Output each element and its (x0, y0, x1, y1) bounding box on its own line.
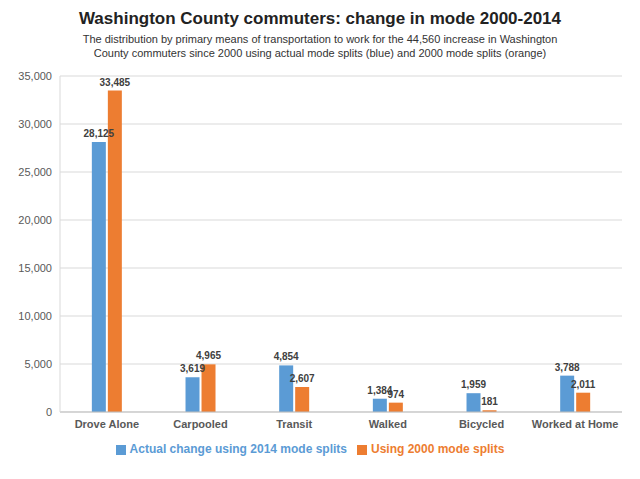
svg-text:35,000: 35,000 (18, 70, 52, 82)
svg-text:5,000: 5,000 (24, 358, 52, 370)
svg-text:30,000: 30,000 (18, 118, 52, 130)
html-text:The distribution by primary me: The distribution by primary means of tra… (82, 33, 558, 59)
svg-text:2,607: 2,607 (290, 373, 315, 384)
svg-text:25,000: 25,000 (18, 166, 52, 178)
svg-text:15,000: 15,000 (18, 262, 52, 274)
svg-text:10,000: 10,000 (18, 310, 52, 322)
svg-text:1,384: 1,384 (367, 384, 393, 396)
svg-text:20,000: 20,000 (18, 214, 52, 226)
html-text:Washington County commuters: c: Washington County commuters: change in m… (79, 9, 561, 28)
html-text:Actual change using 2014 mode: Actual change using 2014 mode splits (129, 442, 347, 456)
svg-text:Carpooled: Carpooled (173, 418, 227, 430)
svg-text:33,485: 33,485 (100, 77, 131, 88)
svg-text:1,959: 1,959 (461, 379, 486, 390)
html-text:Using 2000 mode splits: Using 2000 mode splits (371, 442, 505, 456)
svg-text:Worked at Home: Worked at Home (532, 418, 619, 430)
svg-text:Walked: Walked (369, 418, 407, 430)
svg-text:2,011: 2,011 (571, 379, 596, 390)
svg-text:974: 974 (388, 389, 405, 400)
svg-text:Transit: Transit (276, 418, 312, 430)
svg-text:0: 0 (46, 406, 52, 418)
svg-text:181: 181 (481, 396, 498, 407)
svg-text:Drove Alone: Drove Alone (75, 418, 139, 430)
svg-text:28,125: 28,125 (84, 128, 115, 139)
svg-text:4,854: 4,854 (274, 351, 299, 362)
svg-text:3,619: 3,619 (180, 363, 205, 374)
svg-text:Bicycled: Bicycled (459, 418, 504, 430)
svg-text:3,788: 3,788 (555, 362, 580, 373)
svg-text:4,965: 4,965 (196, 350, 221, 361)
